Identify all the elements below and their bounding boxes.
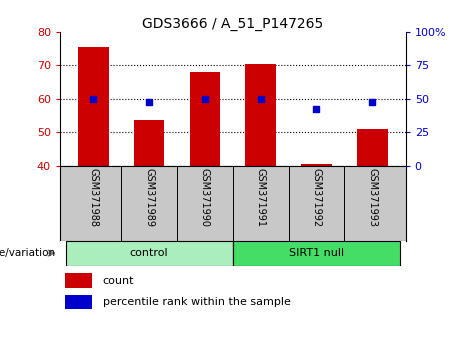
FancyBboxPatch shape: [65, 241, 233, 266]
Text: GSM371988: GSM371988: [89, 168, 98, 227]
Bar: [245, 64, 276, 166]
Bar: [65, 273, 92, 288]
Text: GSM371989: GSM371989: [144, 168, 154, 227]
Text: GSM371990: GSM371990: [200, 168, 210, 227]
Point: [201, 96, 209, 102]
Text: GSM371992: GSM371992: [312, 168, 321, 227]
Text: SIRT1 null: SIRT1 null: [289, 248, 344, 258]
Bar: [78, 47, 109, 166]
Title: GDS3666 / A_51_P147265: GDS3666 / A_51_P147265: [142, 17, 324, 31]
Text: control: control: [130, 248, 168, 258]
Point: [257, 96, 264, 102]
FancyBboxPatch shape: [233, 241, 400, 266]
Point: [313, 106, 320, 112]
Bar: [65, 295, 92, 309]
Text: GSM371991: GSM371991: [256, 168, 266, 227]
Bar: [357, 129, 388, 166]
Text: GSM371993: GSM371993: [367, 168, 377, 227]
Point: [90, 96, 97, 102]
Point: [146, 99, 153, 105]
Bar: [301, 164, 332, 166]
Bar: [189, 72, 220, 166]
Text: genotype/variation: genotype/variation: [0, 248, 55, 258]
Point: [368, 99, 376, 105]
Bar: [134, 120, 165, 166]
Text: percentile rank within the sample: percentile rank within the sample: [102, 297, 290, 307]
Text: count: count: [102, 276, 134, 286]
